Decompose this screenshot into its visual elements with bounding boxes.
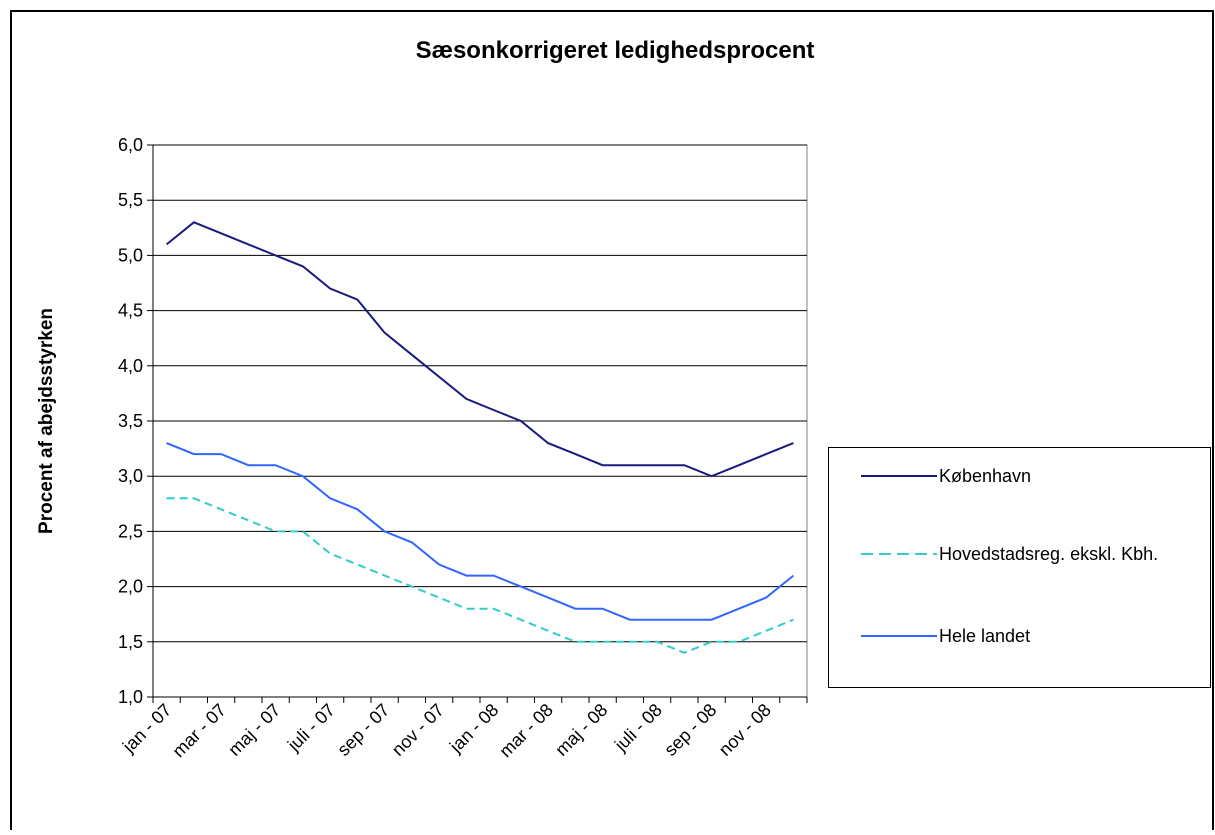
- y-tick-label: 4,0: [118, 356, 143, 376]
- y-tick-label: 5,5: [118, 190, 143, 210]
- legend-item: København: [859, 460, 1199, 493]
- y-tick-label: 1,0: [118, 687, 143, 707]
- legend-label: København: [939, 466, 1032, 486]
- series-line: [166, 497, 794, 654]
- y-axis-title: Procent af abejdsstyrken: [36, 308, 57, 534]
- series-line: [165, 221, 794, 478]
- legend-swatch: [861, 635, 937, 637]
- legend-swatch: [861, 553, 937, 555]
- y-tick-label: 2,0: [118, 577, 143, 597]
- legend-item: Hovedstadsreg. ekskl. Kbh.: [859, 538, 1199, 571]
- legend-swatch: [861, 475, 937, 477]
- series-line: [166, 442, 795, 621]
- y-tick-label: 4,5: [118, 301, 143, 321]
- y-tick-label: 6,0: [118, 135, 143, 155]
- y-tick-label: 5,0: [118, 245, 143, 265]
- chart-title: Sæsonkorrigeret ledighedsprocent: [416, 37, 815, 64]
- legend: København Hovedstadsreg. ekskl. Kbh. Hele …: [828, 447, 1211, 688]
- y-tick-label: 3,5: [118, 411, 143, 431]
- legend-label: Hele landet: [939, 626, 1031, 646]
- y-tick-label: 2,5: [118, 521, 143, 541]
- legend-label: Hovedstadsreg. ekskl. Kbh.: [939, 544, 1159, 564]
- y-tick-label: 1,5: [118, 632, 143, 652]
- y-tick-label: 3,0: [118, 466, 143, 486]
- legend-item: Hele landet: [859, 620, 1199, 653]
